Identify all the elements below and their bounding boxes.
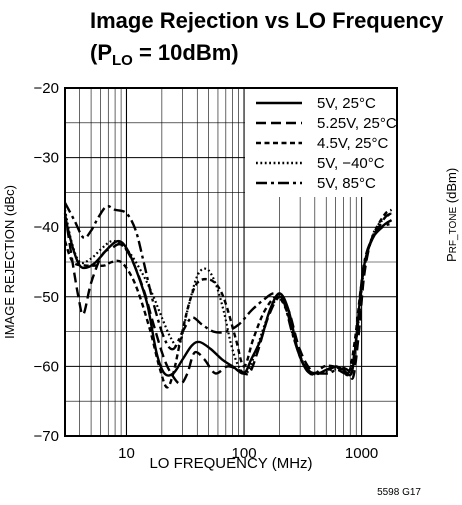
legend-label-5v-40-c: 5V, −40°C: [317, 155, 385, 172]
y-tick-label: −20: [34, 80, 59, 97]
legend-label-5v-25-c: 5V, 25°C: [317, 95, 376, 112]
right-panel-y-label: PRF_TONE (dBm): [444, 168, 459, 262]
right-label-subscript: RF_TONE: [448, 207, 459, 254]
y-tick-label: −70: [34, 428, 59, 445]
y-tick-label: −40: [34, 219, 59, 236]
x-axis-label: LO FREQUENCY (MHz): [149, 455, 312, 472]
series-line-5-25v-25-c: [65, 213, 392, 384]
series-line-5v-40-c: [65, 210, 392, 374]
right-label-prefix: P: [444, 253, 459, 262]
legend-label-5v-85-c: 5V, 85°C: [317, 175, 376, 192]
subtitle-subscript: LO: [112, 52, 133, 69]
series-line-5v-85-c: [65, 203, 392, 375]
series-line-4-5v-25-c: [65, 210, 392, 388]
subtitle-prefix: (P: [90, 40, 112, 65]
series-line-5v-25-c: [65, 217, 392, 376]
y-tick-label: −60: [34, 358, 59, 375]
legend-label-4-5v-25-c: 4.5V, 25°C: [317, 135, 388, 152]
right-label-suffix: (dBm): [444, 168, 459, 207]
subtitle-suffix: = 10dBm): [133, 40, 239, 65]
x-tick-label: 10: [118, 445, 135, 462]
legend-label-5-25v-25-c: 5.25V, 25°C: [317, 115, 397, 132]
figure-code: 5598 G17: [377, 487, 421, 498]
series-lines: [65, 203, 392, 388]
chart-subtitle: (PLO = 10dBm): [90, 40, 239, 69]
chart-title: Image Rejection vs LO Frequency: [90, 8, 444, 33]
y-axis-label: IMAGE REJECTION (dBc): [2, 185, 17, 339]
x-tick-label: 1000: [345, 445, 378, 462]
y-tick-label: −30: [34, 150, 59, 167]
y-tick-label: −50: [34, 289, 59, 306]
